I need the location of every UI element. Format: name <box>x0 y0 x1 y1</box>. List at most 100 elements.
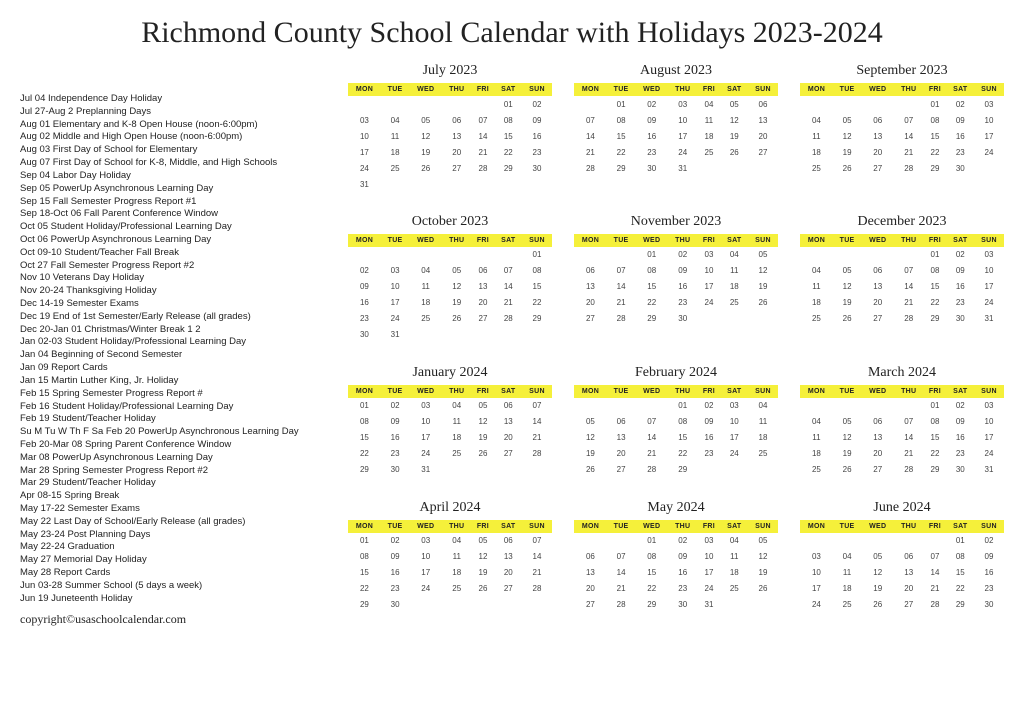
day-cell: 27 <box>861 462 894 478</box>
day-cell: 28 <box>574 160 607 176</box>
event-line: Feb 15 Spring Semester Progress Report # <box>20 388 330 401</box>
day-cell: 28 <box>923 597 946 613</box>
week-row: 04050607080910 <box>800 263 1004 279</box>
day-cell: 14 <box>607 279 635 295</box>
week-row: 25262728293031 <box>800 462 1004 478</box>
day-cell: 27 <box>442 160 471 176</box>
day-cell: 25 <box>721 581 748 597</box>
week-row: 28293031 <box>574 160 778 176</box>
month-table: MONTUEWEDTHUFRISATSUN0102030405060708091… <box>348 385 552 478</box>
day-cell: 07 <box>495 263 522 279</box>
day-cell: 08 <box>668 414 697 430</box>
day-cell: 21 <box>894 295 923 311</box>
dow-cell: MON <box>800 520 833 533</box>
dow-cell: MON <box>348 234 381 247</box>
week-row: 04050607080910 <box>800 414 1004 430</box>
day-cell: 02 <box>348 263 381 279</box>
day-cell: 24 <box>668 144 697 160</box>
day-cell: 02 <box>381 533 409 549</box>
week-row: 03040506070809 <box>800 549 1004 565</box>
dow-cell: SAT <box>721 520 748 533</box>
day-cell: 05 <box>409 112 442 128</box>
day-cell: 03 <box>409 398 442 414</box>
dow-cell: SUN <box>522 83 552 96</box>
day-cell: 20 <box>861 295 894 311</box>
day-cell: 30 <box>381 597 409 613</box>
dow-row: MONTUEWEDTHUFRISATSUN <box>574 83 778 96</box>
day-cell: 15 <box>947 565 974 581</box>
week-row: 0102030405 <box>574 247 778 263</box>
month: May 2024MONTUEWEDTHUFRISATSUN01020304050… <box>574 500 778 627</box>
day-cell: 04 <box>442 533 471 549</box>
dow-row: MONTUEWEDTHUFRISATSUN <box>348 520 552 533</box>
event-line: Oct 06 PowerUp Asynchronous Learning Day <box>20 234 330 247</box>
dow-cell: SAT <box>495 385 522 398</box>
dow-cell: WED <box>635 385 668 398</box>
day-cell: 25 <box>721 295 748 311</box>
week-row: 0102030405 <box>574 533 778 549</box>
day-cell: 11 <box>721 263 748 279</box>
dow-cell: SUN <box>522 385 552 398</box>
day-cell: 14 <box>894 430 923 446</box>
day-cell: 28 <box>607 311 635 327</box>
day-cell: 18 <box>833 581 861 597</box>
day-cell <box>721 462 748 478</box>
day-cell: 24 <box>974 144 1004 160</box>
dow-cell: SAT <box>721 83 748 96</box>
day-cell: 01 <box>635 247 668 263</box>
day-cell: 20 <box>495 565 522 581</box>
day-cell <box>894 247 923 263</box>
day-cell: 19 <box>471 565 494 581</box>
day-cell: 06 <box>894 549 923 565</box>
day-cell: 20 <box>442 144 471 160</box>
day-cell: 22 <box>635 581 668 597</box>
week-row: 31 <box>348 176 552 192</box>
day-cell: 31 <box>974 462 1004 478</box>
day-cell <box>748 311 778 327</box>
day-cell: 31 <box>697 597 720 613</box>
day-cell: 17 <box>668 128 697 144</box>
month: April 2024MONTUEWEDTHUFRISATSUN010203040… <box>348 500 552 627</box>
day-cell: 27 <box>748 144 778 160</box>
event-line: Aug 02 Middle and High Open House (noon-… <box>20 131 330 144</box>
day-cell <box>442 462 471 478</box>
month-title: December 2023 <box>800 214 1004 230</box>
week-row: 05060708091011 <box>574 414 778 430</box>
day-cell: 20 <box>894 581 923 597</box>
day-cell: 13 <box>442 128 471 144</box>
event-line: May 22-24 Graduation <box>20 541 330 554</box>
dow-cell: SAT <box>495 234 522 247</box>
day-cell: 13 <box>495 549 522 565</box>
day-cell <box>442 327 471 343</box>
dow-cell: SUN <box>974 520 1004 533</box>
day-cell: 06 <box>861 263 894 279</box>
event-line: Sep 15 Fall Semester Progress Report #1 <box>20 196 330 209</box>
day-cell: 22 <box>348 446 381 462</box>
week-row: 11121314151617 <box>800 430 1004 446</box>
day-cell: 21 <box>607 581 635 597</box>
week-row: 27282930 <box>574 311 778 327</box>
dow-cell: TUE <box>381 83 409 96</box>
dow-cell: SAT <box>947 234 974 247</box>
dow-cell: MON <box>574 385 607 398</box>
day-cell: 09 <box>974 549 1004 565</box>
week-row: 10111213141516 <box>800 565 1004 581</box>
day-cell: 07 <box>607 263 635 279</box>
day-cell: 29 <box>607 160 635 176</box>
day-cell <box>495 247 522 263</box>
day-cell: 05 <box>574 414 607 430</box>
week-row: 010203 <box>800 247 1004 263</box>
week-row: 23242526272829 <box>348 311 552 327</box>
event-line: Mar 29 Student/Teacher Holiday <box>20 477 330 490</box>
day-cell <box>471 462 494 478</box>
day-cell <box>471 96 494 112</box>
day-cell: 09 <box>348 279 381 295</box>
day-cell: 16 <box>522 128 552 144</box>
month-title: May 2024 <box>574 500 778 516</box>
day-cell: 12 <box>748 263 778 279</box>
day-cell: 14 <box>894 128 923 144</box>
dow-row: MONTUEWEDTHUFRISATSUN <box>800 234 1004 247</box>
day-cell: 03 <box>974 96 1004 112</box>
event-line: Jun 19 Juneteenth Holiday <box>20 593 330 606</box>
day-cell: 02 <box>668 533 697 549</box>
